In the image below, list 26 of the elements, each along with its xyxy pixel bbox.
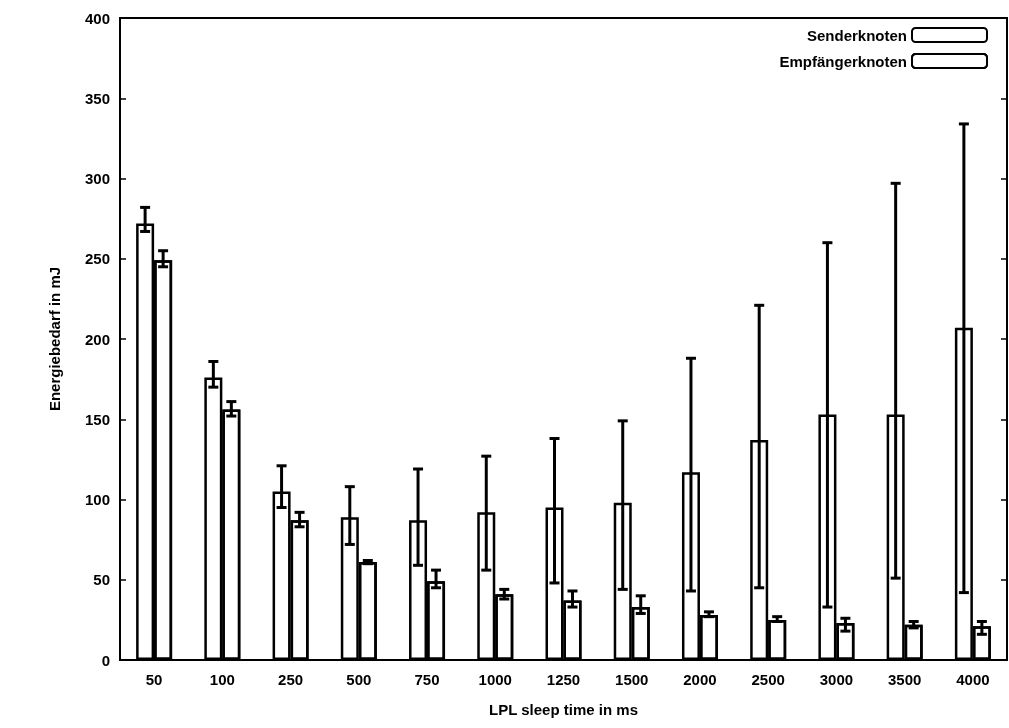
y-axis-title: Energiebedarf in mJ: [46, 266, 63, 412]
x-tick-label: 750: [414, 671, 440, 688]
x-tick-label: 2500: [751, 671, 785, 688]
x-tick-label: 3500: [887, 671, 922, 688]
x-tick-label: 500: [346, 671, 372, 688]
x-tick-label: 50: [145, 671, 163, 688]
x-tick-label: 1250: [546, 671, 581, 688]
y-tick-label: 0: [101, 651, 110, 669]
y-tick-label: 300: [84, 170, 110, 187]
y-tick-label: 100: [84, 491, 110, 508]
y-tick-label: 250: [84, 250, 110, 268]
x-tick-label: 1000: [478, 671, 512, 688]
x-tick-label: 2000: [683, 671, 717, 688]
y-tick-label: 200: [84, 330, 110, 348]
x-tick-label: 1500: [615, 671, 649, 688]
y-tick-label: 50: [93, 571, 110, 589]
x-tick-label: 250: [278, 671, 304, 688]
x-axis-title: LPL sleep time in ms: [489, 701, 638, 718]
legend-label: Empfängerknoten: [779, 52, 907, 70]
y-tick-label: 400: [84, 9, 110, 27]
y-tick-label: 150: [84, 410, 110, 428]
y-tick-label: 350: [84, 89, 110, 107]
x-tick-label: 100: [209, 671, 235, 688]
x-tick-label: 3000: [819, 671, 854, 688]
x-tick-label: 4000: [956, 671, 990, 688]
legend-label: Senderknoten: [806, 26, 907, 44]
